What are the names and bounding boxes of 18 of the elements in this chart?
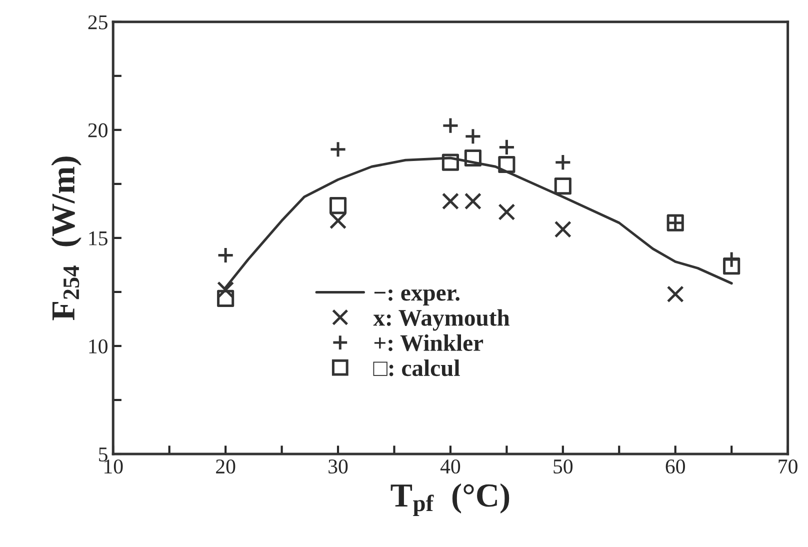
x-tick-label: 30 (328, 459, 348, 474)
x-tick-label: 70 (778, 459, 798, 474)
y-tick-label: 25 (88, 15, 108, 30)
x-tick-label: 10 (104, 459, 123, 474)
x-tick-label: 40 (440, 459, 460, 474)
x-tick-label: 60 (666, 459, 685, 474)
legend-label: x: Waymouth (373, 309, 510, 331)
x-tick-label: 20 (216, 459, 236, 474)
x-tick-label: 50 (554, 459, 573, 474)
y-tick-label: 20 (88, 123, 108, 138)
y-tick-label: 15 (89, 231, 108, 246)
x-axis-title: T$_{pf}$ (°C) (390, 483, 510, 516)
legend-label: □: calcul (373, 359, 460, 376)
y-axis-title: F$_{254}$ (W/m) (51, 156, 82, 320)
legend-label: −: exper. (374, 289, 460, 306)
y-tick-label: 5 (99, 448, 108, 462)
y-tick-label: 10 (89, 339, 108, 354)
legend-label: +: Winkler (374, 334, 484, 352)
